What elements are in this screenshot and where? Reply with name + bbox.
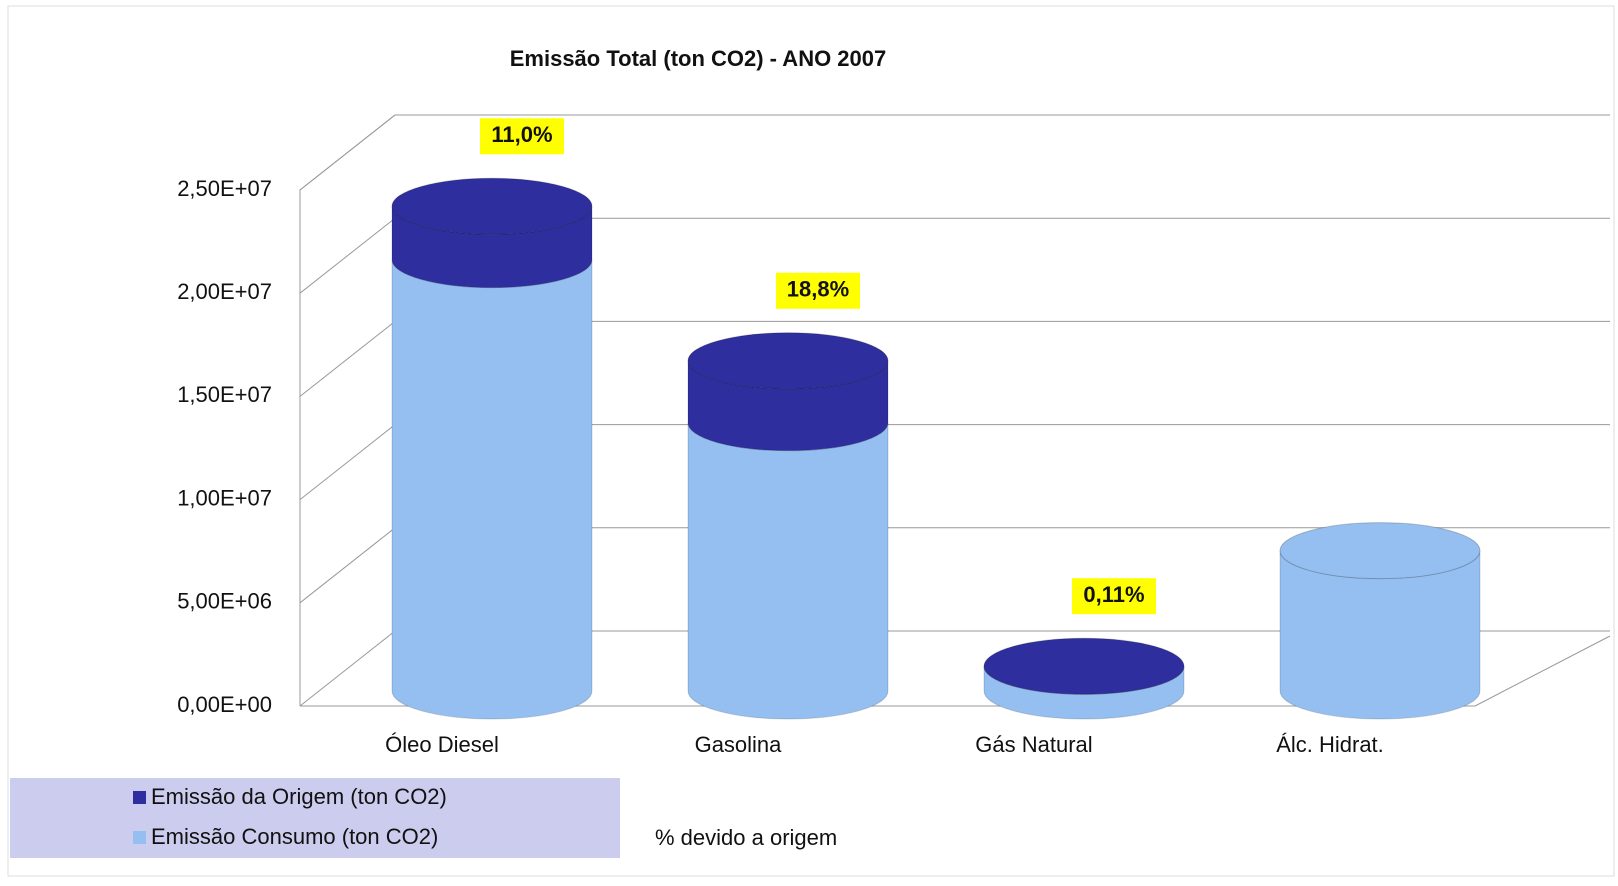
x-tick-label: Óleo Diesel — [385, 732, 499, 757]
y-tick-label: 1,50E+07 — [177, 382, 272, 407]
percent-label-box — [1072, 578, 1156, 615]
legend-label: Emissão Consumo (ton CO2) — [151, 824, 438, 849]
percent-label-box — [480, 118, 564, 155]
cylinder-top — [391, 177, 593, 235]
grid-line — [299, 114, 1610, 191]
cylinder-top — [687, 332, 889, 390]
cylinder-top — [1279, 522, 1481, 580]
legend-box — [10, 778, 620, 858]
cylinder-top — [983, 637, 1185, 695]
percent-label: 0,11% — [1083, 582, 1144, 607]
cylinder-segment — [687, 422, 889, 720]
y-tick-label: 5,00E+06 — [177, 589, 272, 614]
x-tick-label: Gasolina — [695, 732, 783, 757]
percent-label: 11,0% — [491, 122, 552, 147]
y-tick-label: 2,00E+07 — [177, 279, 272, 304]
y-tick-label: 1,00E+07 — [177, 485, 272, 510]
legend-swatch — [133, 791, 146, 804]
legend-label: Emissão da Origem (ton CO2) — [151, 784, 447, 809]
percent-label: 18,8% — [787, 277, 849, 302]
legend-swatch — [133, 831, 146, 844]
x-tick-label: Gás Natural — [975, 732, 1092, 757]
percent-legend: % devido a origem — [655, 825, 837, 850]
chart-title: Emissão Total (ton CO2) - ANO 2007 — [510, 46, 887, 71]
x-tick-label: Álc. Hidrat. — [1276, 732, 1384, 757]
y-tick-label: 2,50E+07 — [177, 176, 272, 201]
percent-label-box — [776, 272, 860, 309]
cylinder-segment — [391, 259, 593, 720]
floor-edge — [1474, 635, 1611, 707]
y-tick-label: 0,00E+00 — [177, 692, 272, 717]
